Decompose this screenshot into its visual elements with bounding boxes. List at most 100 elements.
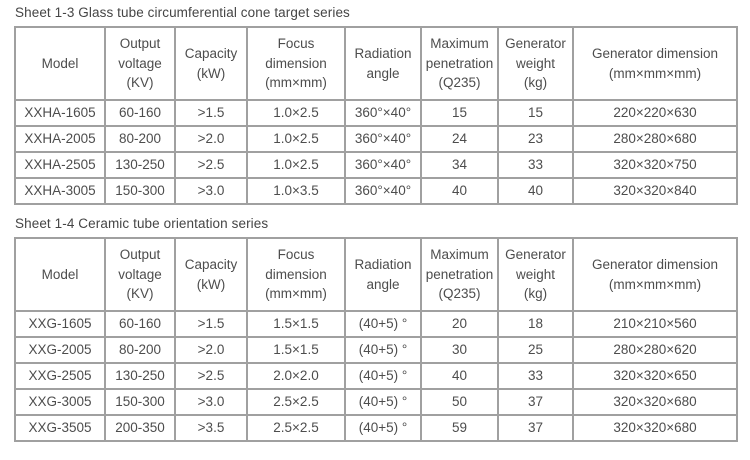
table-cell: 360°×40° [344, 125, 422, 153]
column-header: Capacity (kW) [174, 26, 248, 101]
table-cell: 280×280×620 [572, 336, 738, 364]
table-cell: >2.0 [174, 125, 248, 153]
table-cell: >2.0 [174, 336, 248, 364]
table-cell: >3.0 [174, 388, 248, 416]
table-cell: 360°×40° [344, 177, 422, 205]
table-cell: 360°×40° [344, 99, 422, 127]
table-row: XXG-3505 200-350 >3.5 2.5×2.5 (40+5) ° 59 37 32… [14, 414, 738, 442]
column-header: Focus dimension (mm×mm) [246, 26, 346, 101]
table-cell: 210×210×560 [572, 310, 738, 338]
table-cell: 320×320×680 [572, 388, 738, 416]
table-cell: 60-160 [104, 310, 176, 338]
table-cell: 360°×40° [344, 151, 422, 179]
table-cell: 50 [420, 388, 499, 416]
column-header: Maximum penetration (Q235) [420, 26, 499, 101]
table-cell: 320×320×750 [572, 151, 738, 179]
table-cell: 40 [497, 177, 574, 205]
table-cell: 2.0×2.0 [246, 362, 346, 390]
table-cell: 33 [497, 362, 574, 390]
table-cell: (40+5) ° [344, 336, 422, 364]
table-cell: 1.0×2.5 [246, 151, 346, 179]
table-cell: (40+5) ° [344, 414, 422, 442]
table-row: XXHA-2505 130-250 >2.5 1.0×2.5 360°×40° 34 33 3… [14, 151, 738, 179]
table-cell: 23 [497, 125, 574, 153]
table-cell: XXHA-3005 [14, 177, 106, 205]
table-cell: XXG-2505 [14, 362, 106, 390]
table-cell: (40+5) ° [344, 362, 422, 390]
glass-tube-spec-table: Model Output voltage (KV) Capacity (kW) Foc… [14, 26, 738, 205]
column-header: Radiation angle [344, 26, 422, 101]
table-cell: 200-350 [104, 414, 176, 442]
table-cell: 37 [497, 388, 574, 416]
column-header: Maximum penetration (Q235) [420, 237, 499, 312]
table-cell: >3.5 [174, 414, 248, 442]
table-cell: XXG-3005 [14, 388, 106, 416]
column-header: Generator weight (kg) [497, 26, 574, 101]
table-cell: 15 [497, 99, 574, 127]
table-cell: 80-200 [104, 125, 176, 153]
table-cell: 18 [497, 310, 574, 338]
table-cell: 1.0×2.5 [246, 125, 346, 153]
table-cell: >1.5 [174, 310, 248, 338]
table-row: XXHA-3005 150-300 >3.0 1.0×3.5 360°×40° 40 40 3… [14, 177, 738, 205]
table-cell: 59 [420, 414, 499, 442]
table-cell: 320×320×840 [572, 177, 738, 205]
table-cell: XXG-2005 [14, 336, 106, 364]
column-header: Generator weight (kg) [497, 237, 574, 312]
table-cell: 40 [420, 177, 499, 205]
table-cell: 150-300 [104, 388, 176, 416]
column-header: Capacity (kW) [174, 237, 248, 312]
table-cell: 15 [420, 99, 499, 127]
table-cell: >2.5 [174, 151, 248, 179]
table-cell: >1.5 [174, 99, 248, 127]
table-cell: 130-250 [104, 151, 176, 179]
sheet-1-3-section: Sheet 1-3 Glass tube circumferential con… [14, 5, 738, 205]
table-cell: (40+5) ° [344, 310, 422, 338]
column-header: Radiation angle [344, 237, 422, 312]
table-cell: 30 [420, 336, 499, 364]
column-header: Output voltage (KV) [104, 237, 176, 312]
table-cell: XXHA-2505 [14, 151, 106, 179]
table-cell: 37 [497, 414, 574, 442]
table-cell: 320×320×680 [572, 414, 738, 442]
table-cell: 1.5×1.5 [246, 336, 346, 364]
table-cell: 24 [420, 125, 499, 153]
table-cell: (40+5) ° [344, 388, 422, 416]
column-header: Output voltage (KV) [104, 26, 176, 101]
column-header: Model [14, 237, 106, 312]
header-row: Model Output voltage (KV) Capacity (kW) Foc… [14, 237, 738, 312]
table-cell: 220×220×630 [572, 99, 738, 127]
table-cell: XXHA-2005 [14, 125, 106, 153]
table-row: XXHA-1605 60-160 >1.5 1.0×2.5 360°×40° 15 15 22… [14, 99, 738, 127]
column-header: Generator dimension (mm×mm×mm) [572, 237, 738, 312]
table-row: XXG-2005 80-200 >2.0 1.5×1.5 (40+5) ° 30 25 280… [14, 336, 738, 364]
table-row: XXG-2505 130-250 >2.5 2.0×2.0 (40+5) ° 40 33 32… [14, 362, 738, 390]
page: Sheet 1-3 Glass tube circumferential con… [14, 5, 738, 442]
table-cell: 1.0×3.5 [246, 177, 346, 205]
table-cell: 2.5×2.5 [246, 414, 346, 442]
table-cell: >3.0 [174, 177, 248, 205]
table-cell: 150-300 [104, 177, 176, 205]
table-cell: 60-160 [104, 99, 176, 127]
sheet-1-4-section: Sheet 1-4 Ceramic tube orientation serie… [14, 216, 738, 442]
table-cell: 25 [497, 336, 574, 364]
table-cell: 130-250 [104, 362, 176, 390]
table-cell: 320×320×650 [572, 362, 738, 390]
table-cell: XXG-3505 [14, 414, 106, 442]
ceramic-tube-spec-table: Model Output voltage (KV) Capacity (kW) Foc… [14, 237, 738, 442]
column-header: Model [14, 26, 106, 101]
table-cell: XXHA-1605 [14, 99, 106, 127]
table-cell: 80-200 [104, 336, 176, 364]
table-cell: 1.0×2.5 [246, 99, 346, 127]
table-cell: 20 [420, 310, 499, 338]
table-cell: XXG-1605 [14, 310, 106, 338]
sheet-1-4-title: Sheet 1-4 Ceramic tube orientation serie… [15, 216, 269, 231]
table-cell: 40 [420, 362, 499, 390]
sheet-1-3-title: Sheet 1-3 Glass tube circumferential con… [15, 5, 350, 20]
table-cell: 33 [497, 151, 574, 179]
table-cell: 280×280×680 [572, 125, 738, 153]
header-row: Model Output voltage (KV) Capacity (kW) Foc… [14, 26, 738, 101]
column-header: Focus dimension (mm×mm) [246, 237, 346, 312]
table-row: XXG-1605 60-160 >1.5 1.5×1.5 (40+5) ° 20 18 210… [14, 310, 738, 338]
column-header: Generator dimension (mm×mm×mm) [572, 26, 738, 101]
